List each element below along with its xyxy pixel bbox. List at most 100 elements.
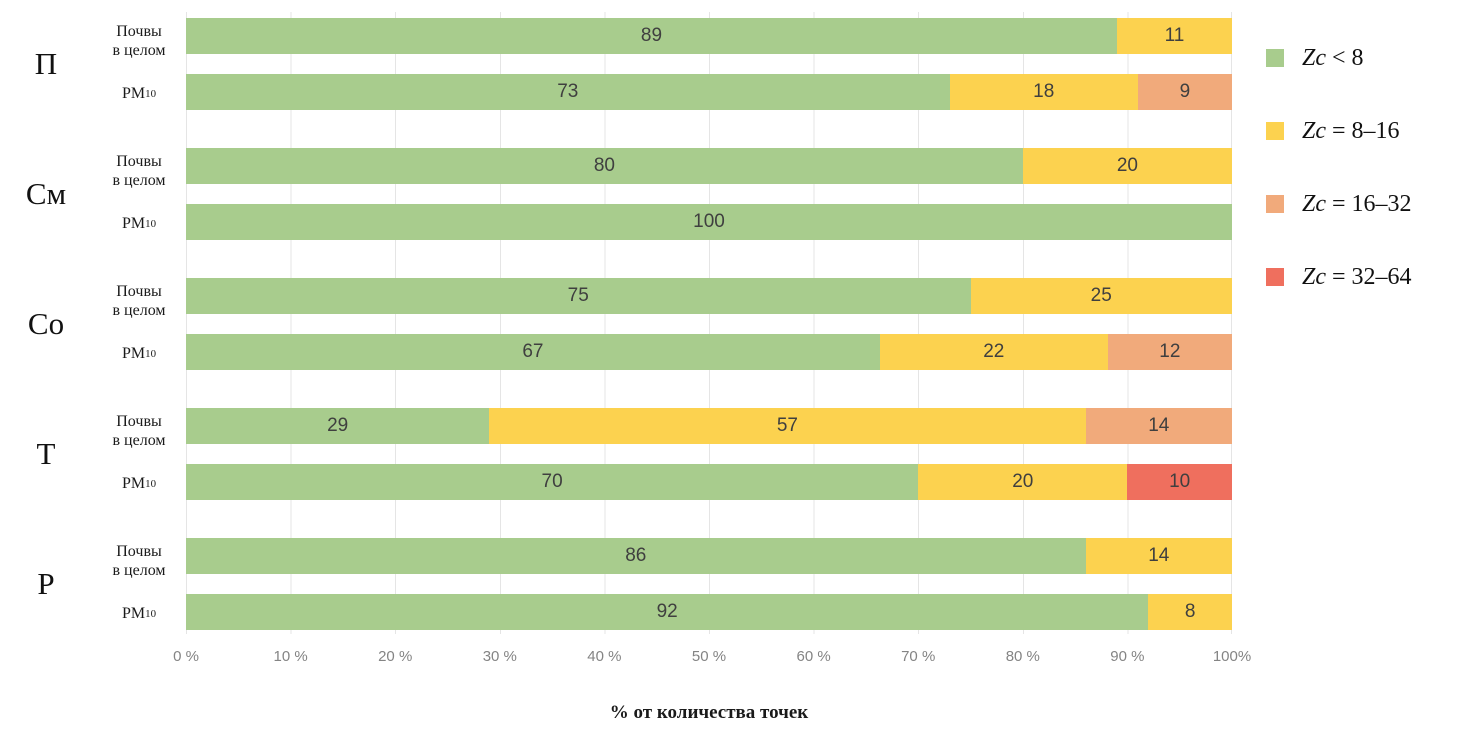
bar-soils-overall: 89 11 bbox=[186, 18, 1232, 54]
segment-value: 14 bbox=[1148, 545, 1170, 566]
segment-value: 18 bbox=[1033, 81, 1055, 102]
segment-value: 80 bbox=[593, 155, 615, 176]
bar-segment-zc-16-32: 12 bbox=[1107, 334, 1232, 370]
bar-segment-zc-8-16: 11 bbox=[1116, 18, 1232, 54]
segment-value: 70 bbox=[541, 471, 563, 492]
row-label-soils-overall: Почвы в целом bbox=[112, 413, 166, 449]
legend-item: Zc = 16–32 bbox=[1266, 186, 1412, 222]
bar-pm10: 100 bbox=[186, 204, 1232, 240]
legend-item: Zc = 32–64 bbox=[1266, 259, 1412, 295]
segment-value: 20 bbox=[1116, 155, 1138, 176]
group-letter: Т bbox=[36, 436, 56, 471]
bar-segment-zc-8-16: 25 bbox=[970, 278, 1232, 314]
bar-pm10: 73 18 9 bbox=[186, 74, 1232, 110]
bar-segment-zc-lt-8: 75 bbox=[186, 278, 971, 314]
bar-segment-zc-8-16: 20 bbox=[918, 464, 1128, 500]
x-axis-tick: 0 % bbox=[173, 648, 199, 665]
bar-groups-container: П Почвы в целом 89 11 PM 10 73 18 9 См Почвы в целом… bbox=[0, 18, 1232, 668]
bar-segment-zc-8-16: 8 bbox=[1148, 594, 1232, 630]
x-axis-tick: 90 % bbox=[1110, 648, 1145, 665]
legend-swatch bbox=[1266, 268, 1284, 286]
segment-value: 9 bbox=[1179, 81, 1191, 102]
segment-value: 11 bbox=[1164, 25, 1185, 46]
legend-label: Zc < 8 bbox=[1302, 44, 1364, 71]
bar-segment-zc-lt-8: 80 bbox=[186, 148, 1023, 184]
segment-value: 10 bbox=[1169, 471, 1191, 492]
segment-value: 75 bbox=[567, 285, 589, 306]
legend-swatch bbox=[1266, 195, 1284, 213]
row-label-soils-overall: Почвы в целом bbox=[112, 543, 166, 579]
segment-value: 12 bbox=[1159, 341, 1181, 362]
segment-value: 25 bbox=[1090, 285, 1112, 306]
legend-label: Zc = 8–16 bbox=[1302, 117, 1400, 144]
row-label-soils-overall: Почвы в целом bbox=[112, 283, 166, 319]
bar-segment-zc-lt-8: 73 bbox=[186, 74, 950, 110]
bar-group: Т Почвы в целом 29 57 14 PM 10 70 20 10 bbox=[0, 408, 1232, 500]
group-letter: См bbox=[25, 176, 67, 211]
segment-value: 29 bbox=[327, 415, 349, 436]
group-letter: Со bbox=[27, 306, 65, 341]
segment-value: 8 bbox=[1184, 601, 1196, 622]
bar-segment-zc-lt-8: 89 bbox=[186, 18, 1117, 54]
legend-item: Zc = 8–16 bbox=[1266, 113, 1412, 149]
segment-value: 92 bbox=[656, 601, 678, 622]
segment-value: 67 bbox=[522, 341, 544, 362]
segment-value: 22 bbox=[983, 341, 1005, 362]
bar-segment-zc-16-32: 9 bbox=[1137, 74, 1232, 110]
bar-segment-zc-32-64: 10 bbox=[1127, 464, 1232, 500]
bar-group: Р Почвы в целом 86 14 PM 10 92 8 bbox=[0, 538, 1232, 630]
x-axis-tick: 20 % bbox=[378, 648, 413, 665]
bar-soils-overall: 75 25 bbox=[186, 278, 1232, 314]
row-label-pm10: PM 10 bbox=[122, 344, 156, 362]
bar-segment-zc-8-16: 57 bbox=[489, 408, 1086, 444]
bar-segment-zc-lt-8: 86 bbox=[186, 538, 1086, 574]
bar-segment-zc-lt-8: 92 bbox=[186, 594, 1149, 630]
row-label-soils-overall: Почвы в целом bbox=[112, 23, 166, 59]
bar-soils-overall: 80 20 bbox=[186, 148, 1232, 184]
bar-segment-zc-lt-8: 70 bbox=[186, 464, 919, 500]
x-axis-tick: 10 % bbox=[273, 648, 308, 665]
legend-swatch bbox=[1266, 49, 1284, 67]
x-axis-tick: 30 % bbox=[482, 648, 517, 665]
bar-pm10: 67 22 12 bbox=[186, 334, 1232, 370]
segment-value: 20 bbox=[1012, 471, 1034, 492]
plot-gridlines bbox=[186, 12, 1232, 634]
segment-value: 100 bbox=[693, 211, 725, 232]
x-axis: 0 % 10 % 20 % 30 % 40 % 50 % 60 % 70 % 80 % 90 % 1… bbox=[173, 648, 1251, 670]
bar-group: Со Почвы в целом 75 25 PM 10 67 22 12 bbox=[0, 278, 1232, 370]
bar-group: П Почвы в целом 89 11 PM 10 73 18 9 bbox=[0, 18, 1232, 110]
legend-item: Zc < 8 bbox=[1266, 40, 1412, 76]
legend-swatch bbox=[1266, 122, 1284, 140]
segment-value: 73 bbox=[557, 81, 579, 102]
group-letter: П bbox=[34, 46, 58, 81]
bar-segment-zc-lt-8: 100 bbox=[186, 204, 1232, 240]
bar-segment-zc-8-16: 20 bbox=[1022, 148, 1232, 184]
bar-segment-zc-lt-8: 67 bbox=[186, 334, 880, 370]
bar-soils-overall: 29 57 14 bbox=[186, 408, 1232, 444]
bar-pm10: 70 20 10 bbox=[186, 464, 1232, 500]
x-axis-tick: 50 % bbox=[691, 648, 727, 665]
row-label-pm10: PM 10 bbox=[122, 604, 156, 622]
legend-label: Zc = 16–32 bbox=[1302, 190, 1412, 217]
bar-segment-zc-8-16: 14 bbox=[1085, 538, 1232, 574]
bar-pm10: 92 8 bbox=[186, 594, 1232, 630]
legend-label: Zc = 32–64 bbox=[1302, 263, 1412, 290]
bar-segment-zc-16-32: 14 bbox=[1085, 408, 1232, 444]
segment-value: 14 bbox=[1148, 415, 1170, 436]
bar-segment-zc-8-16: 22 bbox=[879, 334, 1108, 370]
row-label-pm10: PM 10 bbox=[122, 474, 156, 492]
x-axis-title: % от количества точек bbox=[609, 702, 809, 723]
legend: Zc < 8 Zc = 8–16 Zc = 16–32 Zc = 32–64 bbox=[1266, 40, 1412, 332]
bar-soils-overall: 86 14 bbox=[186, 538, 1232, 574]
bar-group: См Почвы в целом 80 20 PM 10 100 bbox=[0, 148, 1232, 240]
segment-value: 57 bbox=[776, 415, 798, 436]
bar-segment-zc-8-16: 18 bbox=[949, 74, 1138, 110]
x-axis-tick: 80 % bbox=[1005, 648, 1040, 665]
x-axis-tick: 100% bbox=[1212, 648, 1252, 665]
bar-segment-zc-lt-8: 29 bbox=[186, 408, 490, 444]
row-label-soils-overall: Почвы в целом bbox=[112, 153, 166, 189]
group-letter: Р bbox=[37, 566, 55, 601]
segment-value: 86 bbox=[625, 545, 647, 566]
x-axis-tick: 70 % bbox=[901, 648, 936, 665]
